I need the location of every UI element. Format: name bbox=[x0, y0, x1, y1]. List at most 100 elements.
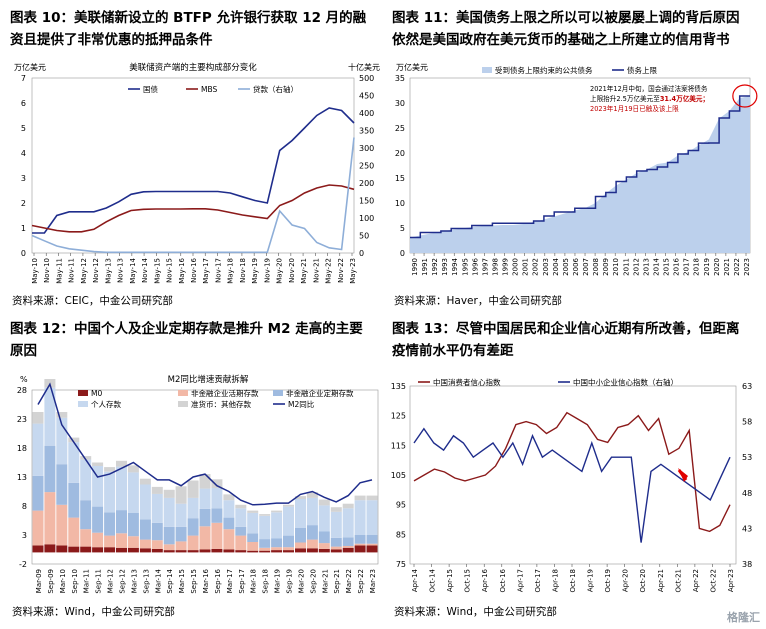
c12-bar-4 bbox=[366, 495, 378, 501]
c12-bar-0 bbox=[354, 545, 366, 553]
c12-bar-2 bbox=[366, 535, 378, 544]
c12-bar-1 bbox=[32, 510, 44, 546]
chart11-title: 图表 11：美国债务上限之所以可以被屡屡上调的背后原因 依然是美国政府在美元货币… bbox=[392, 7, 764, 51]
c10-legend-1-label: MBS bbox=[201, 85, 217, 94]
c12-xtick-label: Sep-11 bbox=[95, 569, 103, 594]
c12-xtick-label: Mar-23 bbox=[369, 569, 377, 593]
c12-xtick-label: Sep-10 bbox=[71, 569, 79, 594]
c12-bar-0 bbox=[116, 547, 127, 553]
chart12-svg: % M2同比增速贡献拆解 -2 3 8 13 18 23 28 M0 非金融企业活期存款 非金融企业定… bbox=[17, 374, 379, 594]
c10-xtick-label: May-10 bbox=[31, 258, 39, 284]
c10-y2-ytick-label: 150 bbox=[359, 197, 374, 206]
c12-bar-1 bbox=[235, 535, 247, 551]
c10-legend-0-label: 国债 bbox=[143, 84, 158, 94]
c11-annotation-line3: 2023年1月19日已触及该上限 bbox=[590, 104, 679, 113]
c12-bar-2 bbox=[342, 537, 354, 546]
c12-bar-2 bbox=[283, 535, 294, 548]
c11-xtick-label: 2014 bbox=[652, 257, 660, 275]
c10-xtick-label: May-21 bbox=[300, 258, 308, 284]
c13-y2-ytick-label: 38 bbox=[742, 560, 752, 569]
c12-bar-2 bbox=[56, 464, 68, 505]
c12-legend-3-swatch bbox=[78, 401, 88, 407]
c12-bar-4 bbox=[318, 499, 330, 506]
c12-bar-2 bbox=[187, 518, 199, 536]
c12-bar-2 bbox=[116, 510, 127, 534]
c12-bar-2 bbox=[306, 525, 318, 540]
c12-bar-2 bbox=[271, 538, 283, 548]
c12-bar-4 bbox=[92, 462, 104, 466]
c10-ytick-label: 5 bbox=[21, 124, 26, 133]
c11-xtick-label: 1998 bbox=[491, 258, 499, 276]
c12-bar-1 bbox=[354, 543, 366, 546]
c12-xtick-label: Mar-09 bbox=[35, 569, 43, 593]
c12-ytick-label: 3 bbox=[22, 531, 27, 540]
c10-xtick-label: May-14 bbox=[129, 257, 137, 283]
c13-legend-0-label: 中国消费者信心指数 bbox=[433, 377, 501, 387]
c10-y2-ytick-label: 100 bbox=[359, 214, 374, 223]
c11-xtick-label: 1992 bbox=[431, 258, 439, 276]
c10-y2-ytick-label: 300 bbox=[359, 144, 374, 153]
c10-series-1-line bbox=[31, 184, 355, 233]
c12-bar-2 bbox=[259, 539, 271, 548]
c11-xtick-label: 2008 bbox=[592, 258, 600, 276]
c12-ytick-label: 23 bbox=[17, 415, 27, 424]
c13-xtick-label: Apr-17 bbox=[516, 569, 524, 592]
c12-bar-0 bbox=[44, 544, 56, 553]
c12-bar-3 bbox=[295, 499, 306, 528]
c12-bar-0 bbox=[187, 550, 199, 553]
c10-ylabel: 万亿美元 bbox=[14, 62, 46, 72]
chart12-title: 图表 12：中国个人及企业定期存款是推升 M2 走高的主要 原因 bbox=[10, 318, 385, 362]
c11-xtick-label: 1991 bbox=[421, 258, 429, 276]
c12-bar-2 bbox=[92, 506, 104, 533]
c12-chart-title: M2同比增速贡献拆解 bbox=[168, 374, 249, 385]
c12-bar-1 bbox=[330, 546, 342, 550]
c10-y2-ytick-label: 400 bbox=[359, 109, 374, 118]
c12-bar-1 bbox=[259, 547, 271, 551]
c11-xtick-label: 2019 bbox=[703, 258, 711, 276]
c11-xtick-label: 2023 bbox=[743, 258, 751, 276]
c10-series-2-line bbox=[31, 137, 355, 254]
chart11-title-line2: 依然是美国政府在美元货币的基础之上所建立的信用背书 bbox=[392, 32, 730, 48]
c13-y2-ytick-label: 58 bbox=[742, 418, 752, 427]
c12-bar-4 bbox=[187, 480, 199, 498]
c12-ylabel: % bbox=[20, 375, 28, 384]
c12-legend-4-swatch bbox=[178, 401, 188, 407]
c12-bar-4 bbox=[247, 510, 259, 513]
c12-bar-3 bbox=[199, 488, 211, 509]
c11-xtick-label: 2018 bbox=[693, 258, 701, 276]
c12-bar-4 bbox=[223, 494, 235, 501]
c13-xtick-label: Oct-15 bbox=[464, 569, 472, 593]
c12-bar-1 bbox=[283, 547, 294, 551]
c13-xtick-label: Oct-21 bbox=[674, 569, 682, 593]
c12-xtick-label: Mar-21 bbox=[321, 569, 329, 593]
c12-bar-2 bbox=[163, 526, 175, 545]
c10-xtick-label: Nov-10 bbox=[43, 258, 51, 283]
c12-bar-1 bbox=[56, 504, 68, 546]
chart10-title: 图表 10：美联储新设立的 BTFP 允许银行获取 12 月的融 资且提供了非常… bbox=[10, 7, 385, 51]
c12-xtick-label: Mar-11 bbox=[83, 569, 91, 593]
c12-bar-3 bbox=[92, 466, 104, 507]
c13-xtick-label: Apr-18 bbox=[551, 569, 559, 592]
c12-bar-1 bbox=[223, 529, 235, 550]
c12-bar-0 bbox=[318, 548, 330, 553]
c11-xtick-label: 2013 bbox=[642, 258, 650, 276]
c12-bar-1 bbox=[295, 542, 306, 549]
c12-bar-0 bbox=[56, 545, 68, 553]
c10-xtick-label: May-13 bbox=[104, 258, 112, 284]
c12-bar-4 bbox=[235, 504, 247, 509]
c12-bar-2 bbox=[104, 512, 116, 536]
chart10-title-line2: 资且提供了非常优惠的抵押品条件 bbox=[10, 32, 213, 48]
c10-ytick-label: 1 bbox=[21, 224, 26, 233]
c12-bar-0 bbox=[80, 546, 92, 553]
chart10-source: 资料来源：CEIC，中金公司研究部 bbox=[12, 295, 173, 307]
chart13-svg: 75 85 95 105 115 125 135 38 43 48 53 58 63 中国消费者信心指数 中… bbox=[391, 377, 752, 593]
c10-xtick-label: Nov-17 bbox=[214, 258, 222, 283]
c12-xtick-label: Sep-20 bbox=[309, 569, 317, 594]
c11-ytick-label: 30 bbox=[395, 99, 405, 108]
chart13-title-line1: 图表 13：尽管中国居民和企业信心近期有所改善，但距离 bbox=[392, 321, 740, 337]
c12-bar-0 bbox=[32, 545, 44, 553]
c12-bar-0 bbox=[68, 546, 80, 553]
c13-red-arrow-shaft bbox=[677, 469, 688, 481]
c12-bar-1 bbox=[318, 543, 330, 549]
c12-bar-0 bbox=[259, 550, 271, 553]
